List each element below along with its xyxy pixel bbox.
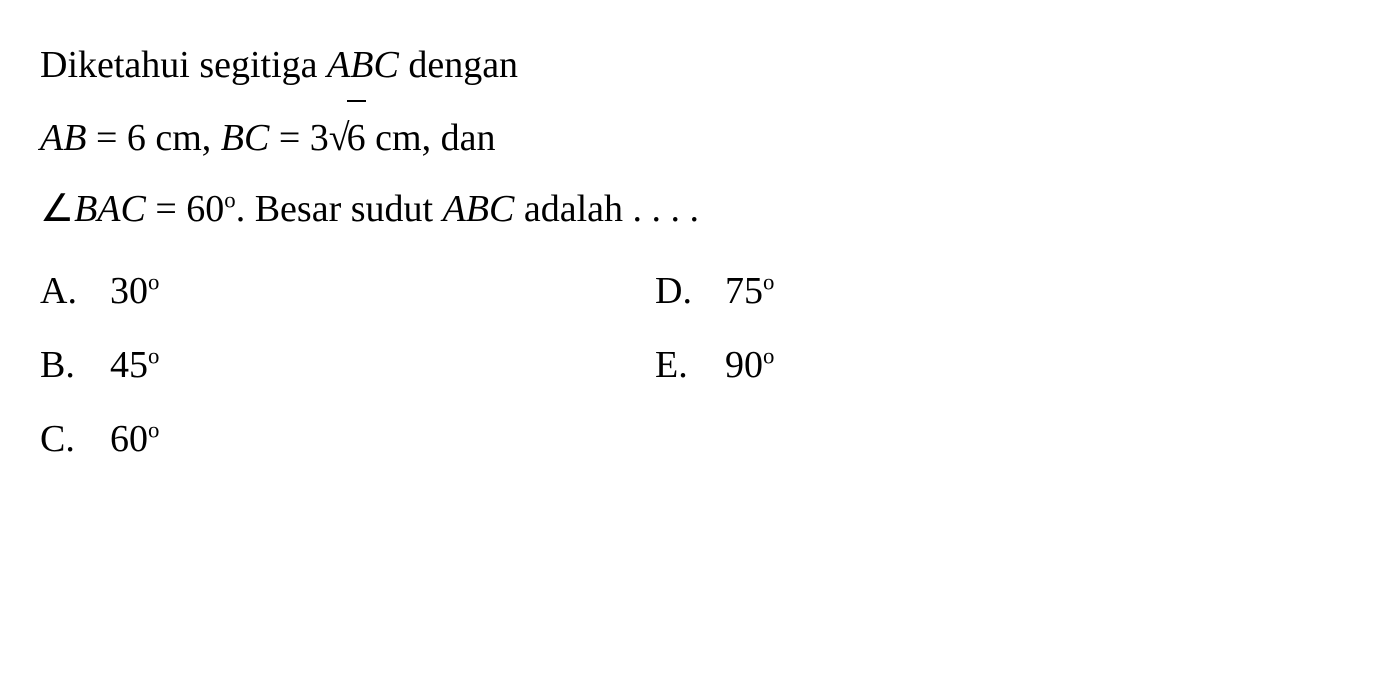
option-letter: B. <box>40 343 110 387</box>
angle-abc: ABC <box>443 188 515 230</box>
option-e: E. 90o <box>655 343 990 387</box>
option-letter: C. <box>40 417 110 461</box>
options-container: A. 30o D. 75o B. 45o E. 90o C. 60o <box>40 269 990 461</box>
sqrt-expression: √6 <box>329 100 366 173</box>
option-letter: E. <box>655 343 725 387</box>
triangle-name: ABC <box>327 44 399 86</box>
option-value: 75o <box>725 269 774 313</box>
option-value: 90o <box>725 343 774 387</box>
degree-symbol: o <box>148 417 159 442</box>
question-line-3: ∠BAC = 60o. Besar sudut ABC adalah . . .… <box>40 174 1343 244</box>
text-part: dengan <box>399 44 518 86</box>
option-number: 75 <box>725 270 763 312</box>
option-a: A. 30o <box>40 269 375 313</box>
option-letter: D. <box>655 269 725 313</box>
degree-symbol: o <box>148 269 159 294</box>
option-number: 45 <box>110 344 148 386</box>
text-part: . Besar sudut <box>236 188 443 230</box>
question-line-2: AB = 6 cm, BC = 3√6 cm, dan <box>40 100 1343 173</box>
text-part: cm, dan <box>366 117 496 159</box>
degree-symbol: o <box>224 187 235 212</box>
segment-bc: BC <box>221 117 270 159</box>
text-part: Diketahui segitiga <box>40 44 327 86</box>
option-number: 60 <box>110 418 148 460</box>
option-number: 30 <box>110 270 148 312</box>
angle-icon: ∠ <box>40 188 74 230</box>
option-value: 45o <box>110 343 159 387</box>
segment-ab: AB <box>40 117 86 159</box>
angle-label: BAC <box>74 188 146 230</box>
question-line-1: Diketahui segitiga ABC dengan <box>40 30 1343 100</box>
degree-symbol: o <box>763 269 774 294</box>
degree-symbol: o <box>763 343 774 368</box>
option-value: 60o <box>110 417 159 461</box>
option-d: D. 75o <box>655 269 990 313</box>
text-part: adalah . . . . <box>514 188 699 230</box>
sqrt-argument: 6 <box>347 100 366 173</box>
option-number: 90 <box>725 344 763 386</box>
text-part: = 60 <box>146 188 224 230</box>
text-part: = 6 cm, <box>86 117 220 159</box>
option-value: 30o <box>110 269 159 313</box>
option-c: C. 60o <box>40 417 375 461</box>
text-part: = 3 <box>269 117 328 159</box>
question-text: Diketahui segitiga ABC dengan AB = 6 cm,… <box>40 30 1343 244</box>
option-b: B. 45o <box>40 343 375 387</box>
option-letter: A. <box>40 269 110 313</box>
degree-symbol: o <box>148 343 159 368</box>
